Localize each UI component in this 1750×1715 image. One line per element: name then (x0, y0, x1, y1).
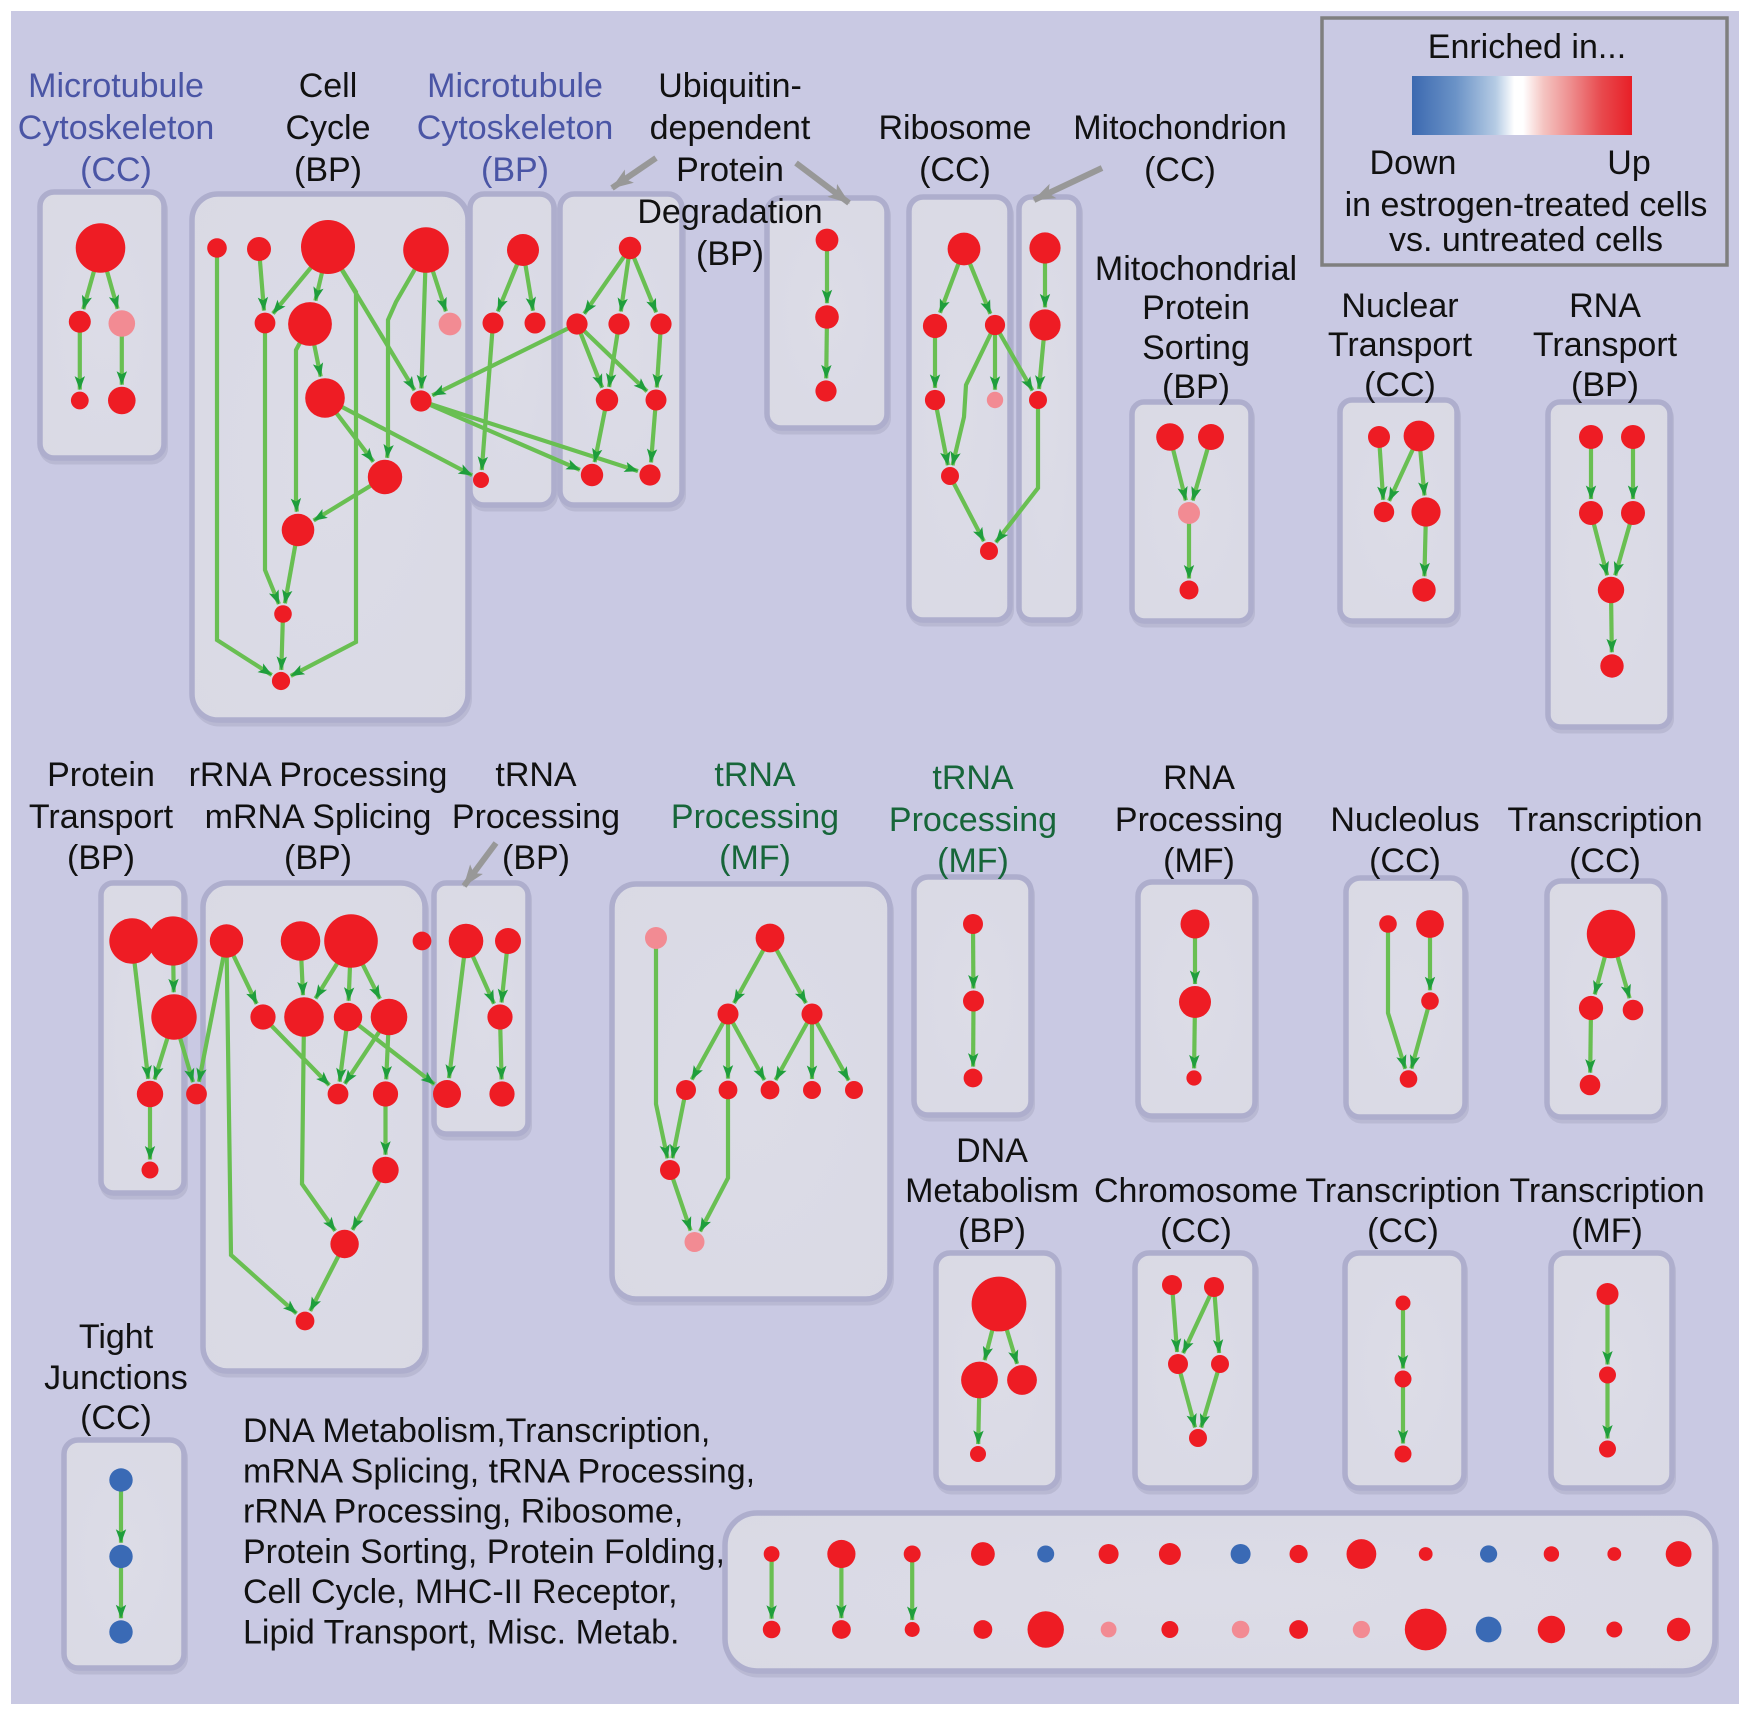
svg-text:(BP): (BP) (67, 839, 135, 877)
svg-text:Processing: Processing (1115, 801, 1283, 839)
svg-text:Transcription: Transcription (1507, 801, 1702, 839)
svg-text:RNA: RNA (1569, 287, 1641, 325)
svg-text:(CC): (CC) (1144, 151, 1216, 189)
svg-text:vs. untreated cells: vs. untreated cells (1389, 221, 1663, 259)
svg-text:(BP): (BP) (481, 151, 549, 189)
svg-text:Mitochondrion: Mitochondrion (1073, 109, 1287, 147)
svg-text:Cytoskeleton: Cytoskeleton (417, 109, 614, 147)
svg-text:Degradation: Degradation (637, 193, 822, 231)
svg-text:in estrogen-treated cells: in estrogen-treated cells (1345, 186, 1708, 224)
svg-text:rRNA Processing: rRNA Processing (189, 756, 448, 794)
svg-text:Mitochondrial: Mitochondrial (1095, 250, 1297, 288)
svg-text:Protein: Protein (47, 756, 155, 794)
svg-text:(CC): (CC) (80, 1399, 152, 1437)
svg-text:(MF): (MF) (719, 839, 791, 877)
svg-text:mRNA Splicing: mRNA Splicing (205, 798, 432, 836)
svg-text:dependent: dependent (650, 109, 811, 147)
svg-text:Cycle: Cycle (285, 109, 370, 147)
svg-text:Transport: Transport (1533, 326, 1678, 364)
svg-text:Ribosome: Ribosome (878, 109, 1031, 147)
svg-text:(MF): (MF) (1163, 842, 1235, 880)
svg-text:Protein: Protein (1142, 289, 1250, 327)
svg-text:Transport: Transport (1328, 326, 1473, 364)
svg-text:Lipid Transport, Misc. Metab.: Lipid Transport, Misc. Metab. (243, 1614, 680, 1652)
svg-text:Protein: Protein (676, 151, 784, 189)
svg-text:Up: Up (1607, 144, 1650, 182)
svg-text:Cytoskeleton: Cytoskeleton (18, 109, 215, 147)
svg-text:Junctions: Junctions (44, 1359, 188, 1397)
svg-text:Microtubule: Microtubule (427, 67, 603, 105)
svg-text:(CC): (CC) (1367, 1212, 1439, 1250)
svg-text:Sorting: Sorting (1142, 329, 1250, 367)
svg-text:mRNA Splicing, tRNA Processing: mRNA Splicing, tRNA Processing, (243, 1452, 755, 1490)
svg-text:(BP): (BP) (284, 839, 352, 877)
svg-text:(CC): (CC) (919, 151, 991, 189)
svg-text:Processing: Processing (889, 801, 1057, 839)
svg-text:Chromosome: Chromosome (1094, 1172, 1298, 1210)
svg-text:tRNA: tRNA (932, 759, 1014, 797)
svg-text:Nucleolus: Nucleolus (1330, 801, 1479, 839)
svg-text:(BP): (BP) (696, 235, 764, 273)
svg-text:Metabolism: Metabolism (905, 1172, 1079, 1210)
svg-text:RNA: RNA (1163, 759, 1235, 797)
svg-text:(BP): (BP) (1162, 368, 1230, 406)
svg-text:Nuclear: Nuclear (1341, 287, 1458, 325)
svg-text:Processing: Processing (671, 798, 839, 836)
svg-text:Microtubule: Microtubule (28, 67, 204, 105)
svg-text:Processing: Processing (452, 798, 620, 836)
svg-text:(CC): (CC) (1569, 842, 1641, 880)
svg-text:Transcription: Transcription (1509, 1172, 1704, 1210)
svg-text:(BP): (BP) (958, 1212, 1026, 1250)
svg-text:tRNA: tRNA (714, 756, 796, 794)
svg-text:(MF): (MF) (937, 842, 1009, 880)
svg-text:(CC): (CC) (1364, 366, 1436, 404)
svg-text:(BP): (BP) (294, 151, 362, 189)
svg-text:Tight: Tight (79, 1318, 154, 1356)
svg-text:(MF): (MF) (1571, 1212, 1643, 1250)
svg-text:rRNA Processing, Ribosome,: rRNA Processing, Ribosome, (243, 1493, 683, 1531)
svg-text:(CC): (CC) (1369, 842, 1441, 880)
svg-text:DNA: DNA (956, 1132, 1028, 1170)
svg-text:Protein Sorting, Protein Foldi: Protein Sorting, Protein Folding, (243, 1533, 725, 1571)
svg-text:Cell Cycle, MHC-II Receptor,: Cell Cycle, MHC-II Receptor, (243, 1573, 678, 1611)
svg-text:tRNA: tRNA (495, 756, 577, 794)
svg-text:Transport: Transport (29, 798, 174, 836)
svg-text:Down: Down (1370, 144, 1457, 182)
svg-text:Transcription: Transcription (1305, 1172, 1500, 1210)
svg-text:Cell: Cell (299, 67, 358, 105)
svg-text:DNA Metabolism,Transcription,: DNA Metabolism,Transcription, (243, 1412, 710, 1450)
svg-text:Ubiquitin-: Ubiquitin- (658, 67, 802, 105)
svg-text:(BP): (BP) (502, 839, 570, 877)
svg-text:Enriched in...: Enriched in... (1428, 28, 1626, 66)
svg-text:(CC): (CC) (1160, 1212, 1232, 1250)
svg-text:(CC): (CC) (80, 151, 152, 189)
svg-text:(BP): (BP) (1571, 366, 1639, 404)
